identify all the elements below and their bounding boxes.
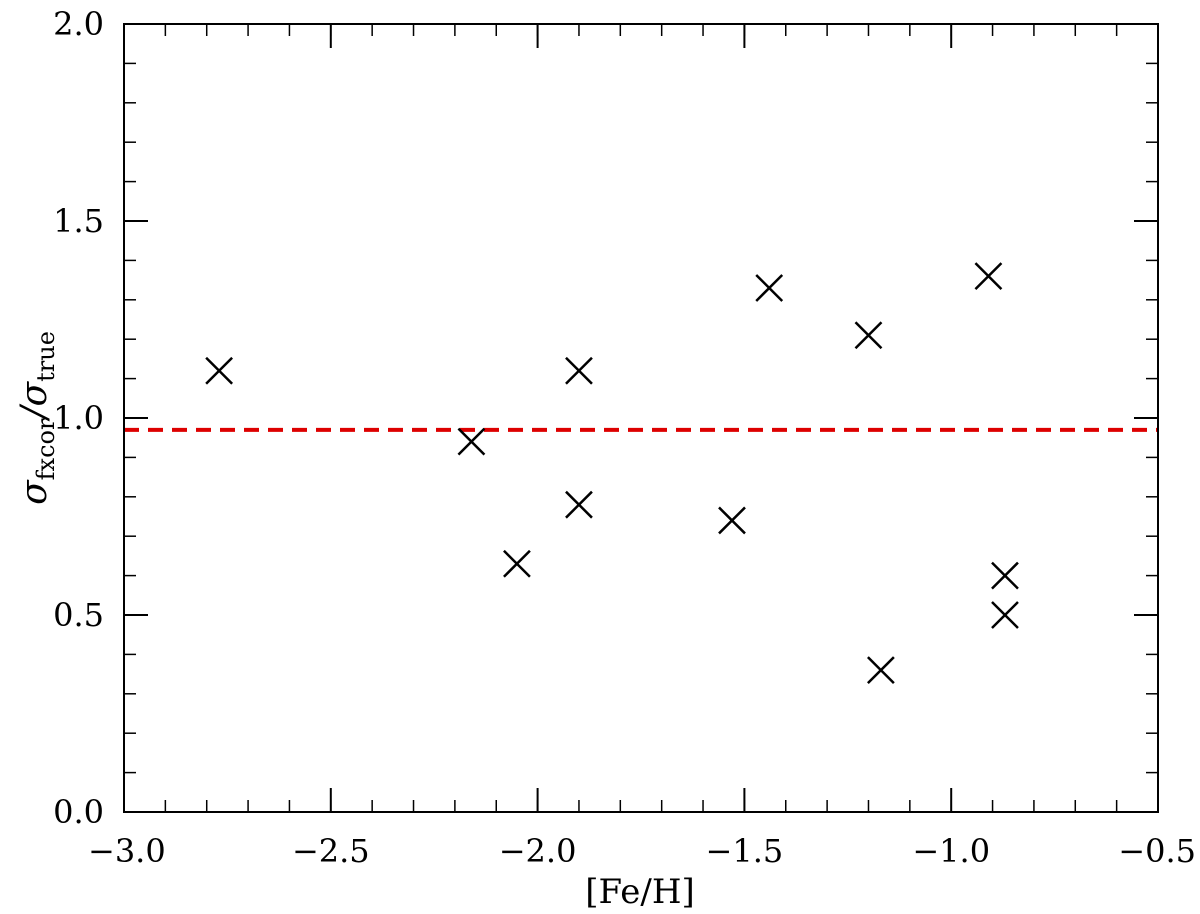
data-point-stroke (974, 262, 1003, 291)
data-point (457, 427, 486, 456)
y-axis-label: σfxcor/σtrue (14, 331, 60, 505)
data-point (991, 601, 1019, 629)
data-point-stroke (503, 549, 531, 578)
major-ticks (123, 23, 1159, 813)
minor-ticks (124, 24, 1158, 812)
x-tick-label: −3.0 (88, 832, 166, 870)
y-tick-labels: 0.0 0.5 1.0 1.5 2.0 (53, 5, 104, 831)
data-point-stroke (565, 490, 593, 519)
data-point (854, 321, 883, 350)
data-point-stroke (854, 321, 883, 350)
x-axis-label: [Fe/H] (585, 872, 695, 912)
x-tick-labels: −3.0 −2.5 −2.0 −1.5 −1.0 −0.5 (88, 832, 1196, 870)
data-point (755, 274, 784, 302)
data-point (205, 356, 234, 385)
data-point-stroke (755, 274, 784, 302)
data-point (565, 490, 593, 519)
x-tick-label: −2.5 (292, 832, 370, 870)
x-tick-label: −2.0 (499, 832, 577, 870)
data-point (503, 549, 531, 578)
plot-frame (123, 23, 1159, 813)
data-point-stroke (205, 356, 234, 385)
y-tick-label: 0.5 (53, 596, 104, 634)
y-tick-label: 1.0 (53, 399, 104, 437)
data-point-stroke (718, 506, 746, 535)
data-point (718, 506, 746, 535)
x-tick-label: −0.5 (1118, 832, 1196, 870)
x-tick-label: −1.5 (706, 832, 784, 870)
data-point (565, 356, 593, 385)
data-point-stroke (867, 656, 895, 685)
data-markers (205, 262, 1019, 685)
data-point-stroke (457, 427, 486, 456)
data-point (974, 262, 1003, 291)
data-point-stroke (991, 601, 1019, 629)
data-point (867, 656, 895, 685)
y-tick-label: 0.0 (53, 793, 104, 831)
data-point-stroke (565, 356, 593, 385)
data-point-stroke (991, 561, 1019, 590)
y-tick-label: 2.0 (53, 5, 104, 43)
y-tick-label: 1.5 (53, 202, 104, 240)
x-tick-label: −1.0 (912, 832, 990, 870)
data-point (991, 561, 1019, 590)
